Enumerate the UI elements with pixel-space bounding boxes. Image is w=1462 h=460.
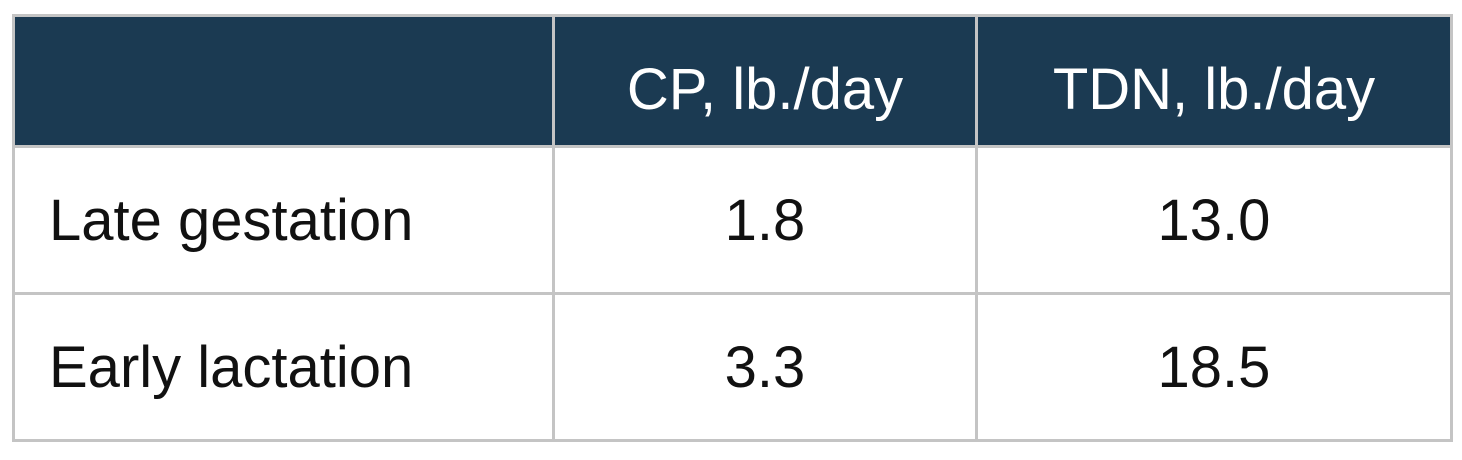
row-label: Early lactation: [12, 292, 555, 442]
row-label: Late gestation: [12, 145, 555, 295]
data-table: CP, lb./day TDN, lb./day Late gestation 1.…: [12, 14, 1453, 442]
column-header: TDN, lb./day: [975, 14, 1453, 148]
table-row: Late gestation 1.8 13.0: [12, 145, 1453, 295]
table-cell: 18.5: [975, 292, 1453, 442]
header-row: CP, lb./day TDN, lb./day: [12, 14, 1453, 148]
table-cell: 3.3: [552, 292, 978, 442]
table-cell: 13.0: [975, 145, 1453, 295]
table-cell: 1.8: [552, 145, 978, 295]
column-header: CP, lb./day: [552, 14, 978, 148]
table-container: CP, lb./day TDN, lb./day Late gestation 1.…: [12, 14, 1453, 442]
table-row: Early lactation 3.3 18.5: [12, 292, 1453, 442]
header-corner: [12, 14, 555, 148]
